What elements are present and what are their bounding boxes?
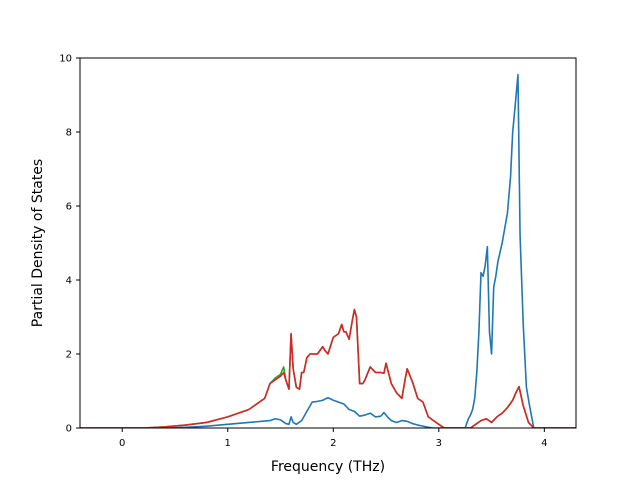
x-tick-label: 1 <box>225 438 231 449</box>
plot-frame <box>79 57 577 429</box>
y-tick-label: 0 <box>66 424 72 435</box>
y-tick-label: 8 <box>66 128 72 139</box>
x-axis-label: Frequency (THz) <box>271 459 385 475</box>
x-tick-label: 2 <box>330 438 336 449</box>
y-tick-label: 6 <box>66 202 72 213</box>
y-tick-label: 10 <box>59 54 72 65</box>
y-axis-ticks: 0 2 4 6 8 10 <box>59 54 80 435</box>
x-tick-label: 3 <box>436 438 442 449</box>
x-tick-label: 4 <box>541 438 547 449</box>
y-tick-label: 4 <box>66 276 72 287</box>
series-layer <box>80 73 576 428</box>
y-tick-label: 2 <box>66 350 72 361</box>
x-axis-ticks: 0 1 2 3 4 <box>119 428 548 449</box>
series-line-3 <box>80 308 576 428</box>
y-axis-label: Partial Density of States <box>30 159 46 327</box>
x-tick-label: 0 <box>119 438 125 449</box>
series-line-1 <box>80 73 576 428</box>
